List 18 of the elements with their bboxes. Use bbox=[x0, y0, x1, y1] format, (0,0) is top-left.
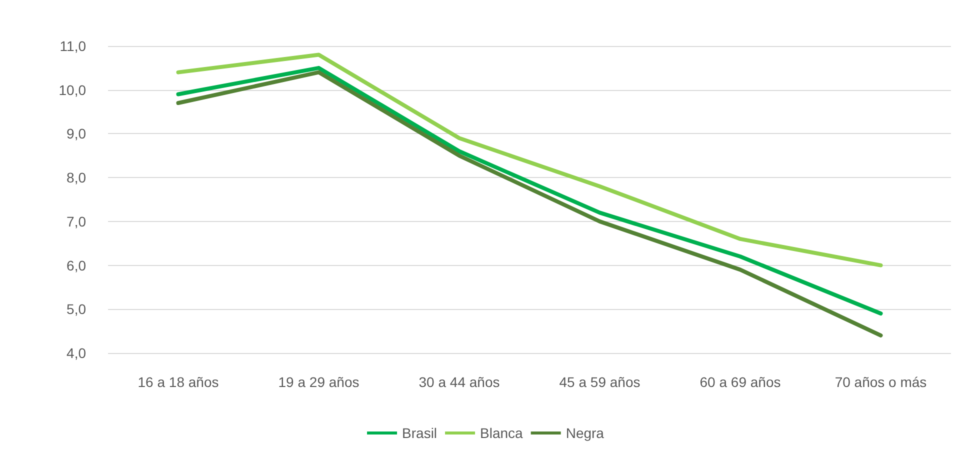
x-tick-label: 70 años o más bbox=[834, 374, 927, 390]
x-tick-label: 19 a 29 años bbox=[278, 374, 360, 390]
y-tick-label: 5,0 bbox=[66, 301, 86, 318]
y-tick-label: 9,0 bbox=[66, 126, 86, 142]
y-tick-label: 6,0 bbox=[66, 257, 86, 274]
y-tick-label: 11,0 bbox=[60, 38, 86, 54]
y-tick-label: 4,0 bbox=[66, 345, 86, 361]
legend-label: Negra bbox=[566, 425, 604, 441]
x-tick-label: 16 a 18 años bbox=[138, 374, 219, 390]
x-tick-label: 30 a 44 años bbox=[418, 374, 500, 390]
y-tick-label: 10,0 bbox=[58, 82, 86, 98]
x-tick-label: 60 a 69 años bbox=[700, 374, 781, 390]
x-tick-label: 45 a 59 años bbox=[559, 374, 640, 390]
legend-label: Blanca bbox=[480, 425, 524, 441]
y-tick-label: 7,0 bbox=[66, 213, 86, 230]
line-series bbox=[176, 52, 883, 268]
legend-label: Brasil bbox=[402, 425, 438, 441]
y-tick-label: 8,0 bbox=[66, 170, 86, 186]
